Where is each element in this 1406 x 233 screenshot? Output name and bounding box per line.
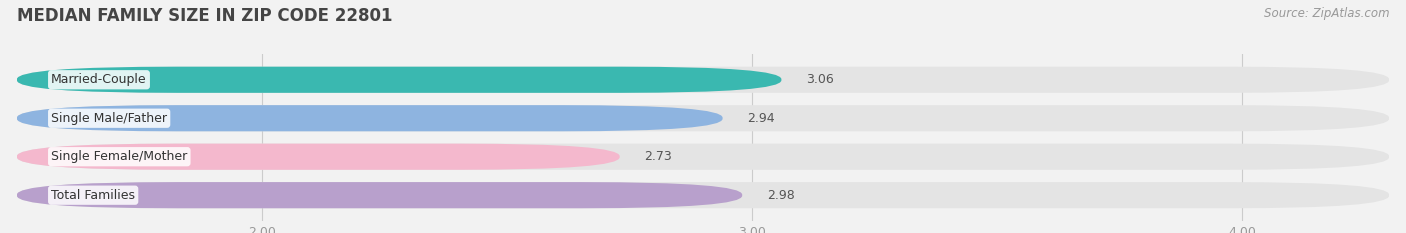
Text: MEDIAN FAMILY SIZE IN ZIP CODE 22801: MEDIAN FAMILY SIZE IN ZIP CODE 22801 — [17, 7, 392, 25]
Text: 2.94: 2.94 — [747, 112, 775, 125]
Text: Married-Couple: Married-Couple — [51, 73, 146, 86]
Text: 2.73: 2.73 — [644, 150, 672, 163]
FancyBboxPatch shape — [17, 105, 1389, 131]
Text: Source: ZipAtlas.com: Source: ZipAtlas.com — [1264, 7, 1389, 20]
Text: Total Families: Total Families — [51, 189, 135, 202]
FancyBboxPatch shape — [17, 144, 620, 170]
Text: Single Female/Mother: Single Female/Mother — [51, 150, 187, 163]
FancyBboxPatch shape — [17, 182, 742, 208]
Text: 2.98: 2.98 — [766, 189, 794, 202]
FancyBboxPatch shape — [17, 182, 1389, 208]
Text: 3.06: 3.06 — [806, 73, 834, 86]
Text: Single Male/Father: Single Male/Father — [51, 112, 167, 125]
FancyBboxPatch shape — [17, 67, 782, 93]
FancyBboxPatch shape — [17, 144, 1389, 170]
FancyBboxPatch shape — [17, 105, 723, 131]
FancyBboxPatch shape — [17, 67, 1389, 93]
